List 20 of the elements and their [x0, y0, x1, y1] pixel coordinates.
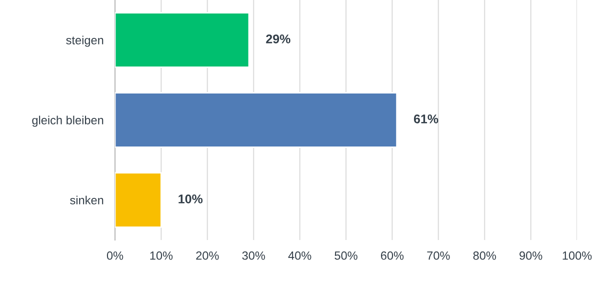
x-tick-label: 40% — [288, 251, 312, 260]
x-tick-label: 10% — [150, 251, 173, 260]
y-tick-label: sinken — [70, 196, 104, 204]
bar — [115, 172, 162, 228]
x-tick-label: 90% — [520, 251, 542, 260]
y-tick-label: gleich bleiben — [32, 116, 104, 127]
data-label: 10% — [178, 194, 203, 204]
bar — [115, 92, 398, 148]
data-label: 29% — [266, 34, 290, 44]
bar — [115, 12, 250, 68]
x-tick-label: 0% — [106, 251, 124, 260]
x-tick-label: 100% — [562, 251, 592, 260]
x-tick-label: 20% — [196, 251, 219, 260]
x-tick-label: 80% — [473, 251, 496, 260]
x-tick-label: 30% — [242, 251, 265, 260]
data-label: 61% — [414, 114, 438, 124]
x-tick-label: 50% — [334, 251, 358, 260]
x-tick-label: 70% — [427, 251, 450, 260]
x-tick-label: 60% — [380, 251, 404, 260]
y-tick-label: steigen — [66, 36, 104, 47]
